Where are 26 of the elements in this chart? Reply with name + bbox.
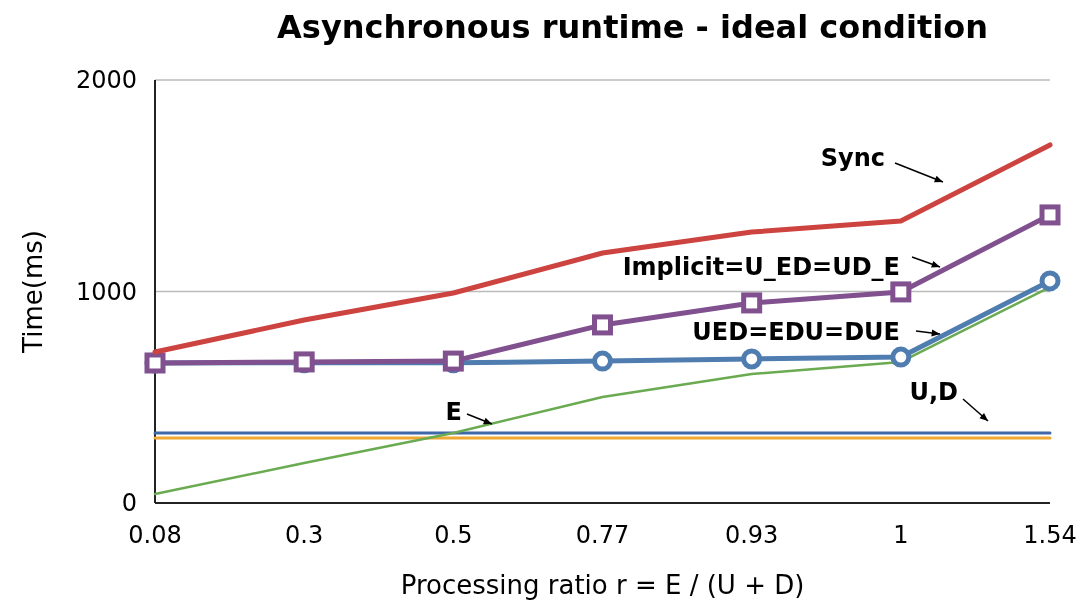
x-axis-title: Processing ratio r = E / (U + D) xyxy=(400,570,805,600)
x-tick-label: 1 xyxy=(893,521,909,549)
y-tick-label: 2000 xyxy=(75,66,137,95)
point xyxy=(1039,204,1061,226)
point xyxy=(890,281,912,303)
x-tick-label: 0.77 xyxy=(575,521,630,549)
point xyxy=(741,348,763,370)
point xyxy=(592,314,613,336)
y-axis-title: Time(ms) xyxy=(18,230,48,354)
x-tick-label: 0.5 xyxy=(434,521,473,549)
point xyxy=(1039,270,1061,292)
chart-title: Asynchronous runtime - ideal condition xyxy=(277,8,988,46)
y-tick-label: 0 xyxy=(121,489,137,518)
series-label: Implicit=U_ED=UD_E xyxy=(622,253,900,281)
series-label: UED=EDU=DUE xyxy=(692,318,900,346)
text: Sync xyxy=(820,144,885,172)
annotation: U,D xyxy=(909,378,958,406)
point xyxy=(890,346,912,368)
x-tick-label: 0.93 xyxy=(724,521,779,549)
x-tick-label: 1.54 xyxy=(1023,521,1077,549)
x-tick-label: 0.08 xyxy=(128,521,182,549)
point xyxy=(592,350,613,372)
point xyxy=(741,292,763,314)
y-tick-label: 1000 xyxy=(75,277,137,306)
series-label: E xyxy=(445,398,462,426)
x-tick-label: 0.3 xyxy=(285,521,324,549)
